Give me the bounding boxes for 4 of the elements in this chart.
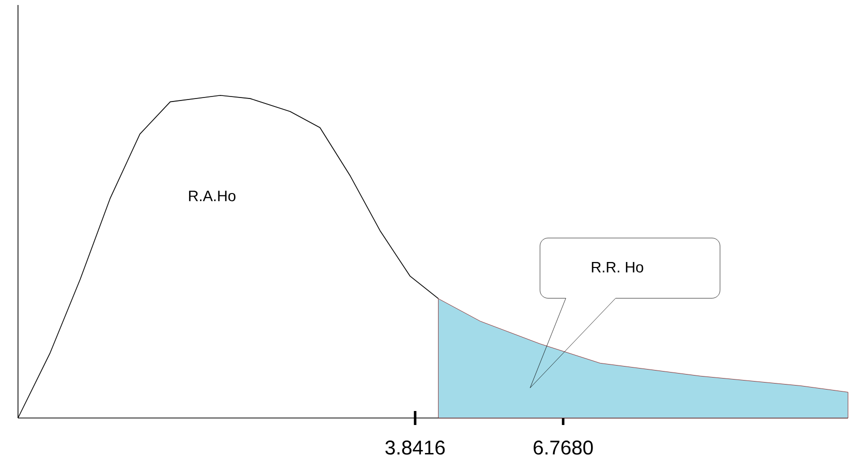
x-tick-label: 6.7680: [534, 440, 593, 455]
x-tick-label: 3.8416: [385, 440, 445, 455]
annotation: R.R. Ho: [592, 262, 644, 272]
annotation: R.A.Ho: [189, 190, 236, 202]
